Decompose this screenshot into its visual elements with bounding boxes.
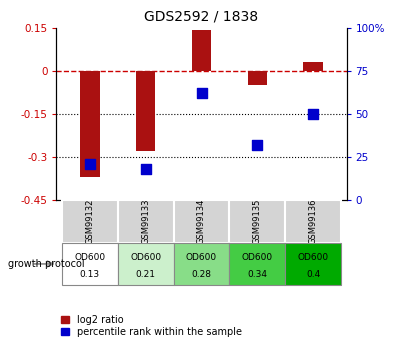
Bar bbox=[80, 71, 100, 177]
Bar bbox=[136, 71, 156, 151]
Text: 0.28: 0.28 bbox=[191, 270, 212, 279]
Text: GSM99133: GSM99133 bbox=[141, 199, 150, 244]
Bar bbox=[285, 243, 341, 285]
Text: 0.21: 0.21 bbox=[136, 270, 156, 279]
Text: 0.13: 0.13 bbox=[80, 270, 100, 279]
Text: OD600: OD600 bbox=[186, 253, 217, 262]
Bar bbox=[247, 71, 267, 85]
Text: OD600: OD600 bbox=[74, 253, 106, 262]
Text: OD600: OD600 bbox=[297, 253, 329, 262]
Point bbox=[254, 142, 260, 148]
Text: OD600: OD600 bbox=[242, 253, 273, 262]
Point bbox=[143, 166, 149, 172]
Legend: log2 ratio, percentile rank within the sample: log2 ratio, percentile rank within the s… bbox=[61, 315, 242, 337]
Bar bbox=[62, 243, 118, 285]
Text: GSM99132: GSM99132 bbox=[85, 199, 94, 244]
Title: GDS2592 / 1838: GDS2592 / 1838 bbox=[144, 10, 259, 24]
Bar bbox=[229, 200, 285, 243]
Bar bbox=[303, 62, 323, 71]
Text: growth protocol: growth protocol bbox=[8, 259, 85, 269]
Text: GSM99136: GSM99136 bbox=[309, 199, 318, 244]
Bar bbox=[285, 200, 341, 243]
Bar bbox=[62, 200, 118, 243]
Text: GSM99134: GSM99134 bbox=[197, 199, 206, 244]
Point bbox=[310, 111, 316, 117]
Point bbox=[198, 90, 205, 96]
Bar bbox=[229, 243, 285, 285]
Text: GSM99135: GSM99135 bbox=[253, 199, 262, 244]
Bar bbox=[174, 200, 229, 243]
Bar bbox=[174, 243, 229, 285]
Text: OD600: OD600 bbox=[130, 253, 161, 262]
Bar bbox=[118, 200, 174, 243]
Bar bbox=[192, 30, 211, 71]
Bar bbox=[118, 243, 174, 285]
Text: 0.4: 0.4 bbox=[306, 270, 320, 279]
Point bbox=[87, 161, 93, 167]
Text: 0.34: 0.34 bbox=[247, 270, 267, 279]
